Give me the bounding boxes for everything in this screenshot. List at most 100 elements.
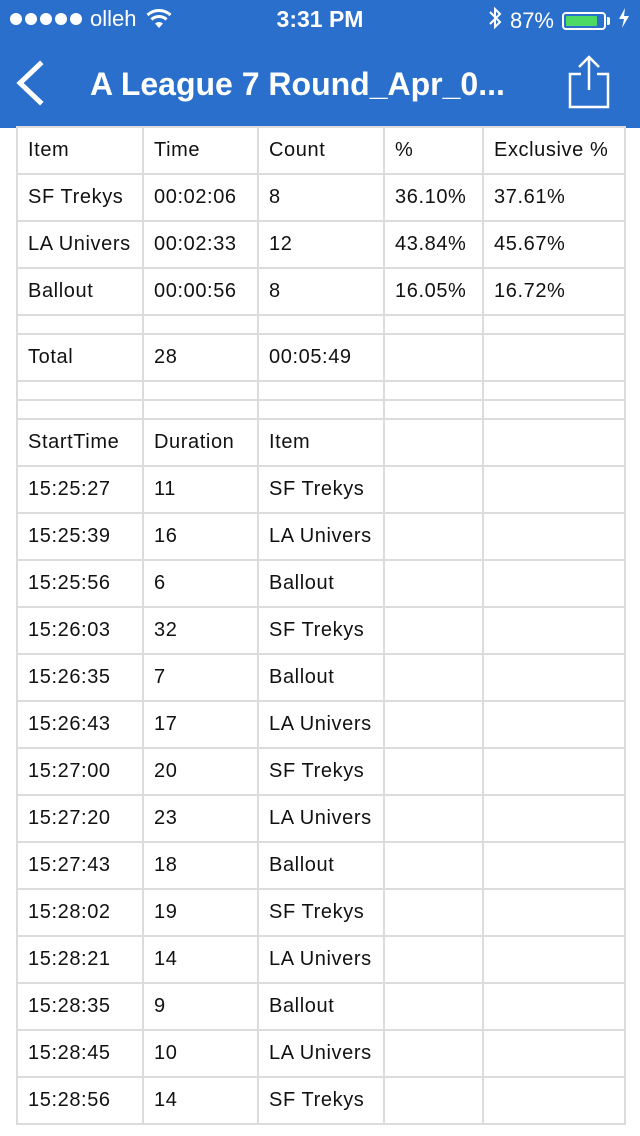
total-row: Total 28 00:05:49	[16, 333, 626, 382]
table-cell: 00:02:33	[142, 220, 259, 269]
table-cell: 8	[257, 267, 385, 316]
table-cell	[16, 380, 144, 401]
table-cell: 15:25:56	[16, 559, 144, 608]
table-cell	[482, 700, 626, 749]
table-cell: SF Trekys	[257, 747, 385, 796]
table-cell: Ballout	[257, 982, 385, 1031]
status-time: 3:31 PM	[276, 6, 364, 32]
table-cell: Ballout	[16, 267, 144, 316]
share-icon	[568, 55, 610, 109]
table-row: 15:25:27 11 SF Trekys	[16, 465, 626, 514]
table-cell: 11	[142, 465, 259, 514]
back-button[interactable]	[10, 58, 54, 108]
table-cell: 14	[142, 935, 259, 984]
table-cell	[383, 1076, 484, 1125]
table-row: 15:26:35 7 Ballout	[16, 653, 626, 702]
table-cell: Exclusive %	[482, 126, 626, 175]
table-cell	[142, 380, 259, 401]
table-cell	[16, 314, 144, 335]
table-cell: 32	[142, 606, 259, 655]
header-row: Item Time Count% Exclusive %	[16, 126, 626, 175]
table-row: 15:27:00 20 SF Trekys	[16, 747, 626, 796]
table-row: 15:28:02 19 SF Trekys	[16, 888, 626, 937]
table-cell: 8	[257, 173, 385, 222]
table-cell: Duration	[142, 418, 259, 467]
table-cell	[383, 841, 484, 890]
table-cell: 43.84%	[383, 220, 484, 269]
table-cell: 10	[142, 1029, 259, 1078]
table-cell: 00:00:56	[142, 267, 259, 316]
status-right: 87%	[488, 6, 630, 36]
table-cell: 16.05%	[383, 267, 484, 316]
table-cell: LA Univers	[257, 794, 385, 843]
table-row: LA Univers 00:02:33 12 43.84% 45.67%	[16, 220, 626, 269]
spacer-row	[16, 399, 626, 420]
table-cell: LA Univers	[257, 935, 385, 984]
table-cell	[383, 606, 484, 655]
table-cell: 28	[142, 333, 259, 382]
table-cell: Item	[16, 126, 144, 175]
table-cell	[257, 380, 385, 401]
table-cell	[482, 982, 626, 1031]
table-cell: 15:27:20	[16, 794, 144, 843]
table-cell	[383, 465, 484, 514]
table-cell	[482, 1029, 626, 1078]
table-cell	[482, 794, 626, 843]
table-cell	[16, 399, 144, 420]
table-cell	[383, 559, 484, 608]
signal-strength-icon	[10, 13, 82, 25]
table-row: 15:27:20 23 LA Univers	[16, 794, 626, 843]
table-cell	[142, 314, 259, 335]
table-cell: 45.67%	[482, 220, 626, 269]
share-button[interactable]	[564, 54, 614, 112]
table-cell	[383, 314, 484, 335]
table-cell	[383, 653, 484, 702]
table-cell	[482, 559, 626, 608]
table-cell: 23	[142, 794, 259, 843]
table-cell	[482, 399, 626, 420]
table-row: Ballout 00:00:56 8 16.05% 16.72%	[16, 267, 626, 316]
table-cell: SF Trekys	[16, 173, 144, 222]
table-row: 15:28:45 10 LA Univers	[16, 1029, 626, 1078]
table-row: 15:26:43 17 LA Univers	[16, 700, 626, 749]
table-cell	[383, 700, 484, 749]
carrier-name: olleh	[90, 6, 137, 31]
spacer-row	[16, 314, 626, 335]
table-cell: 14	[142, 1076, 259, 1125]
table-cell	[482, 380, 626, 401]
table-cell: 16	[142, 512, 259, 561]
table-row: 15:26:03 32 SF Trekys	[16, 606, 626, 655]
table-cell: 15:25:27	[16, 465, 144, 514]
table-cell	[482, 418, 626, 467]
table-cell: 17	[142, 700, 259, 749]
table-cell	[482, 333, 626, 382]
table-cell	[257, 399, 385, 420]
table-cell: SF Trekys	[257, 1076, 385, 1125]
data-table-container[interactable]: Item Time Count% Exclusive % SF Trekys 00:02:…	[0, 126, 640, 1136]
table-cell	[482, 465, 626, 514]
table-cell: 15:28:56	[16, 1076, 144, 1125]
nav-bar: A League 7 Round_Apr_0...	[0, 40, 640, 128]
table-cell: Ballout	[257, 841, 385, 890]
table-cell: Count	[257, 126, 385, 175]
table-cell	[482, 1076, 626, 1125]
table-row: 15:25:56 6 Ballout	[16, 559, 626, 608]
table-cell	[142, 399, 259, 420]
table-cell: StartTime	[16, 418, 144, 467]
table-row: 15:28:56 14 SF Trekys	[16, 1076, 626, 1125]
table-cell	[383, 747, 484, 796]
table-cell: 20	[142, 747, 259, 796]
table-cell	[482, 606, 626, 655]
data-table: Item Time Count% Exclusive % SF Trekys 00:02:…	[16, 126, 626, 1125]
table-cell: 15:28:02	[16, 888, 144, 937]
table-cell	[482, 747, 626, 796]
table-cell	[383, 399, 484, 420]
page-title: A League 7 Round_Apr_0...	[90, 66, 505, 102]
table-cell: 16.72%	[482, 267, 626, 316]
table-cell: 19	[142, 888, 259, 937]
table-cell: 9	[142, 982, 259, 1031]
table-row: 15:28:21 14 LA Univers	[16, 935, 626, 984]
chevron-left-icon	[16, 60, 44, 106]
table-cell: 6	[142, 559, 259, 608]
table-cell	[383, 982, 484, 1031]
